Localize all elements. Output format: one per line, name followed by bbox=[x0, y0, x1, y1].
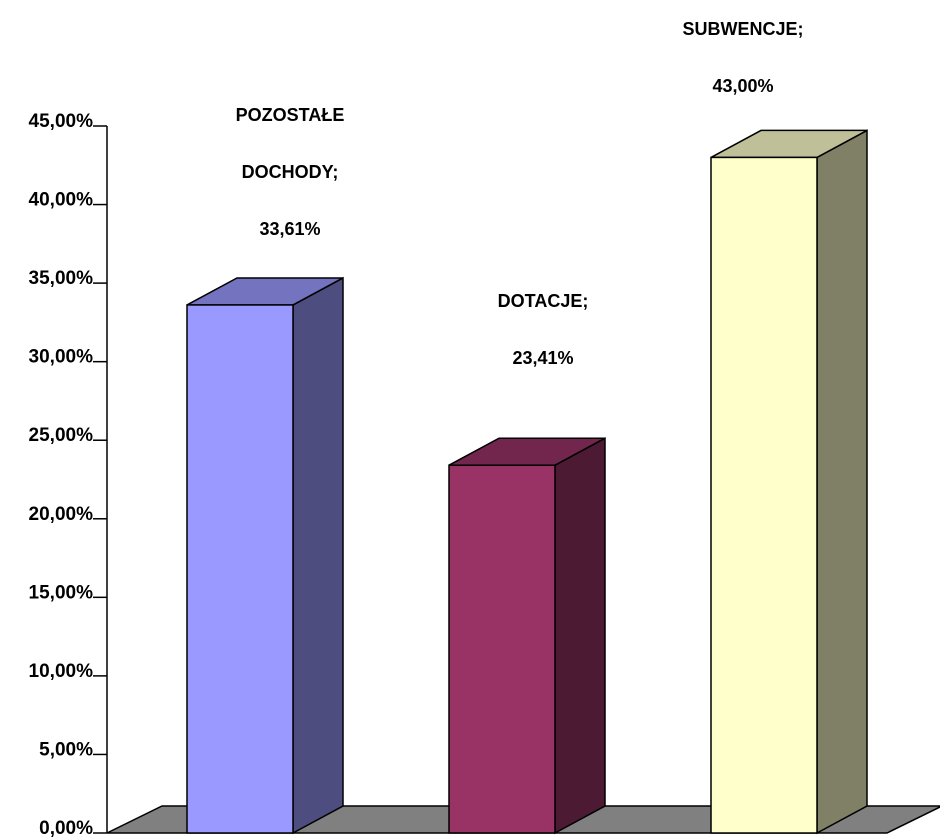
y-tick-label: 25,00% bbox=[29, 425, 94, 446]
data-label: POZOSTAŁE bbox=[236, 105, 345, 125]
y-tick-label: 5,00% bbox=[39, 739, 93, 760]
y-tick-label: 40,00% bbox=[29, 190, 94, 211]
bar-front bbox=[448, 464, 556, 834]
bar-side bbox=[554, 436, 606, 835]
bar-side bbox=[816, 129, 868, 835]
y-tick-label: 15,00% bbox=[29, 582, 94, 603]
data-label: SUBWENCJE; bbox=[682, 19, 803, 39]
bar bbox=[710, 129, 868, 835]
bar bbox=[448, 436, 606, 835]
data-label: DOTACJE; bbox=[498, 291, 589, 311]
bar-side bbox=[292, 276, 344, 835]
y-tick-label: 10,00% bbox=[29, 661, 94, 682]
data-label: 43,00% bbox=[712, 76, 773, 96]
y-tick-label: 35,00% bbox=[29, 268, 94, 289]
data-label: 33,61% bbox=[259, 219, 320, 239]
y-tick-label: 30,00% bbox=[29, 347, 94, 368]
y-tick-label: 20,00% bbox=[29, 504, 94, 525]
y-tick-label: 0,00% bbox=[39, 818, 93, 838]
data-label: DOCHODY; bbox=[242, 162, 339, 182]
bar bbox=[186, 276, 344, 835]
y-tick-label: 45,00% bbox=[29, 111, 94, 132]
bar-front bbox=[186, 304, 294, 834]
data-label: 23,41% bbox=[512, 348, 573, 368]
bar-front bbox=[710, 156, 818, 834]
